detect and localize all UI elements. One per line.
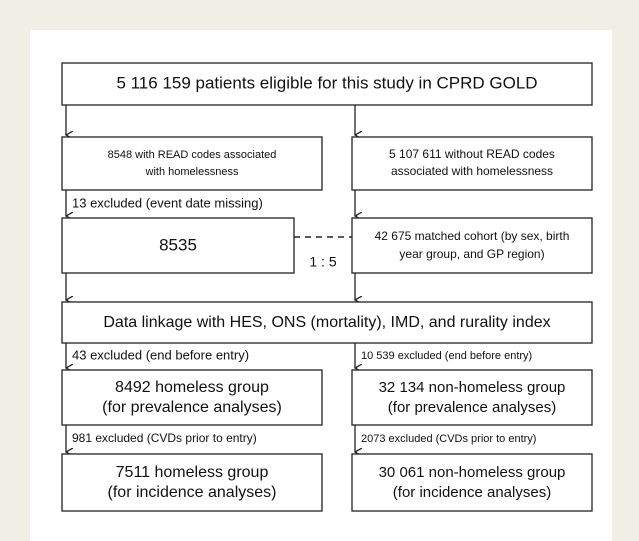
box: [351, 136, 593, 191]
node-text: 42 675 matched cohort (by sex, birth: [375, 229, 570, 243]
node-text: 8548 with READ codes associated: [108, 149, 277, 161]
edge-label: 43 excluded (end before entry): [72, 347, 249, 362]
box: [61, 369, 323, 426]
box: [351, 453, 593, 512]
box: [61, 136, 323, 191]
box: [61, 453, 323, 512]
node-text: 30 061 non-homeless group: [379, 464, 566, 481]
box: [61, 62, 593, 106]
node-text: with homelessness: [145, 166, 239, 178]
node-text: 5 107 611 without READ codes: [389, 147, 555, 161]
node-text: 5 116 159 patients eligible for this stu…: [116, 73, 537, 92]
box: [61, 217, 295, 274]
node-text: (for incidence analyses): [108, 484, 277, 501]
node-text: Data linkage with HES, ONS (mortality), …: [103, 314, 550, 331]
box: [351, 369, 593, 426]
node-text: year group, and GP region): [399, 247, 544, 261]
edge-label: 13 excluded (event date missing): [72, 195, 263, 210]
node-text: (for incidence analyses): [393, 484, 551, 501]
node-text: associated with homelessness: [391, 164, 553, 178]
box: [351, 217, 593, 274]
node-text: 7511 homeless group: [116, 464, 269, 481]
edge-label: 2073 excluded (CVDs prior to entry): [361, 433, 536, 445]
box: [61, 301, 593, 344]
node-text: 8535: [159, 235, 197, 254]
edge-label: 981 excluded (CVDs prior to entry): [72, 431, 257, 445]
node-text: 8492 homeless group: [115, 379, 269, 396]
edge-label: 10 539 excluded (end before entry): [361, 350, 532, 362]
ratio: 1 : 5: [309, 254, 336, 270]
node-text: (for prevalence analyses): [102, 399, 282, 416]
node-text: (for prevalence analyses): [388, 399, 556, 416]
node-text: 32 134 non-homeless group: [379, 379, 566, 396]
